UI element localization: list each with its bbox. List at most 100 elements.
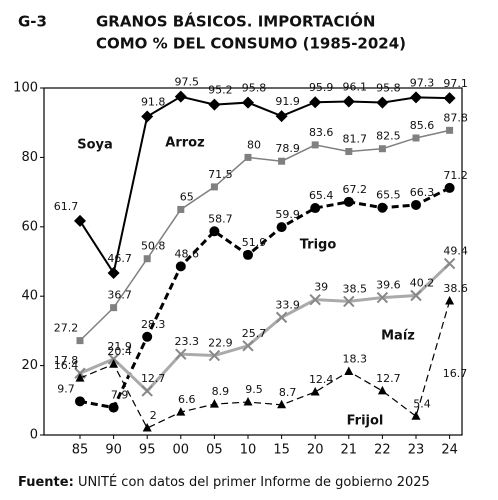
data-label: 33.9 (275, 298, 300, 311)
point (208, 98, 221, 111)
data-label: 66.3 (410, 186, 435, 199)
point (278, 157, 286, 165)
series-line (79, 95, 450, 276)
data-label: 95.2 (208, 84, 233, 97)
data-label: 97.1 (443, 77, 468, 90)
data-label: 21.9 (107, 340, 132, 353)
data-label: 91.9 (275, 95, 300, 108)
x-tick-label: 95 (139, 443, 156, 458)
point (444, 182, 455, 193)
point (74, 214, 86, 227)
data-label: 9.7 (57, 382, 75, 395)
point (411, 199, 421, 210)
data-label: 97.3 (410, 76, 435, 89)
point (244, 153, 252, 161)
data-label: 95.8 (242, 82, 267, 95)
data-label: 71.2 (443, 169, 468, 182)
data-label: 40.2 (410, 277, 435, 290)
data-label: 38.5 (343, 282, 368, 295)
point (142, 423, 152, 432)
point (275, 110, 288, 123)
data-label: 28.3 (141, 318, 166, 331)
data-label: 20.4 (107, 345, 132, 358)
series-line (79, 300, 451, 429)
point (177, 205, 185, 213)
point (376, 96, 389, 109)
source-text: UNITÉ con datos del primer Informe de go… (78, 474, 430, 490)
annotation: 16.7 (443, 367, 468, 380)
data-label: 67.2 (343, 183, 368, 196)
data-label: 18.3 (343, 352, 368, 365)
chart-title: COMO % DEL CONSUMO (1985-2024) (96, 35, 406, 53)
source: Fuente: UNITÉ con datos del primer Infor… (18, 474, 430, 490)
data-label: 46.7 (107, 252, 132, 265)
data-label: 96.1 (343, 81, 368, 94)
data-label: 25.7 (242, 327, 267, 340)
series-name: Maíz (381, 329, 415, 344)
point (445, 296, 455, 305)
y-tick-label: 80 (21, 150, 38, 165)
y-tick-label: 100 (13, 81, 38, 96)
point (242, 96, 254, 109)
data-label: 97.5 (175, 76, 200, 89)
point (410, 91, 422, 104)
data-label: 95.8 (376, 82, 401, 95)
point (142, 331, 153, 342)
point (174, 90, 187, 103)
data-label: 65 (180, 190, 194, 203)
point (309, 96, 322, 109)
data-label: 38.6 (443, 282, 468, 295)
data-label: 36.7 (107, 289, 132, 302)
y-tick-label: 40 (21, 289, 38, 304)
y-tick-label: 0 (30, 428, 38, 443)
data-label: 27.2 (54, 322, 79, 335)
point (446, 126, 454, 134)
data-label: 7.9 (111, 389, 129, 402)
point (310, 386, 320, 396)
x-tick-label: 85 (72, 443, 89, 458)
point (342, 95, 355, 108)
point (344, 366, 354, 375)
data-label: 91.8 (141, 95, 166, 108)
point (75, 373, 85, 382)
point (107, 353, 120, 365)
data-label: 6.6 (178, 393, 196, 406)
point (376, 291, 389, 304)
point (311, 141, 319, 149)
point (209, 399, 219, 408)
point (109, 359, 119, 368)
point (345, 148, 353, 156)
x-tick-label: 20 (307, 443, 324, 458)
series-name: Arroz (165, 136, 204, 151)
y-tick-label: 60 (21, 219, 38, 234)
x-tick-label: 15 (273, 443, 290, 458)
data-label: 2 (150, 409, 157, 422)
point (377, 385, 387, 395)
series-name: Trigo (300, 238, 337, 253)
data-label: 65.5 (376, 189, 401, 202)
series-line (79, 262, 451, 394)
point (176, 407, 186, 416)
y-tick-label: 20 (21, 358, 38, 373)
chart-title: GRANOS BÁSICOS. IMPORTACIÓN (96, 12, 375, 31)
point (275, 311, 288, 324)
data-label: 61.7 (54, 200, 79, 213)
point (175, 348, 187, 360)
data-label: 22.9 (208, 337, 233, 350)
point (411, 411, 421, 420)
point (276, 222, 287, 233)
data-label: 59.9 (275, 208, 300, 221)
data-label: 39.6 (376, 279, 401, 292)
point (141, 110, 154, 123)
point (410, 289, 422, 302)
data-label: 82.5 (376, 130, 401, 143)
point (343, 295, 355, 308)
point (310, 203, 321, 214)
point (76, 337, 84, 345)
x-tick-label: 21 (341, 443, 358, 458)
data-label: 12.7 (376, 372, 401, 385)
point (107, 266, 120, 279)
source-label: Fuente: (18, 475, 74, 490)
x-tick-label: 90 (105, 443, 122, 458)
data-label: 85.6 (410, 119, 435, 132)
